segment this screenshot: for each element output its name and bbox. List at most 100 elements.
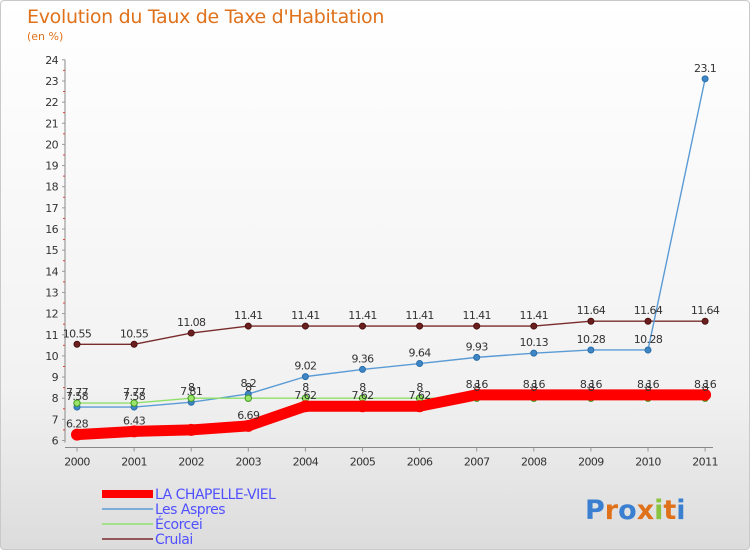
data-point bbox=[644, 346, 652, 354]
data-point bbox=[530, 322, 538, 330]
data-label: 8.2 bbox=[240, 377, 256, 390]
y-tick-label: 19 bbox=[45, 160, 58, 173]
data-label: 9.64 bbox=[409, 347, 432, 360]
y-tick-label: 17 bbox=[45, 202, 58, 215]
x-tick-label: 2003 bbox=[235, 456, 261, 469]
logo-text: Proxiti bbox=[585, 495, 686, 526]
data-label: 9.93 bbox=[466, 340, 489, 353]
y-tick-label: 10 bbox=[45, 350, 58, 363]
data-point bbox=[73, 399, 81, 407]
data-point bbox=[587, 317, 595, 325]
data-label: 11.64 bbox=[634, 304, 663, 317]
data-point bbox=[130, 399, 138, 407]
data-label: 7.77 bbox=[66, 386, 89, 399]
data-point bbox=[359, 322, 366, 330]
data-label: 8.16 bbox=[637, 378, 660, 391]
data-label: 7.81 bbox=[180, 385, 202, 398]
data-label: 8.16 bbox=[466, 378, 489, 391]
data-label: 11.41 bbox=[462, 309, 491, 322]
axes: 6 7 8 9 10 11 12 13 14 15 16 17 18 19 20 21 22 23 24 2000 20… bbox=[45, 54, 718, 469]
data-point bbox=[130, 340, 138, 348]
data-point bbox=[642, 388, 654, 401]
data-label: 8.16 bbox=[580, 378, 603, 391]
y-tick-label: 12 bbox=[45, 308, 58, 321]
y-tick-label: 9 bbox=[52, 371, 59, 384]
y-tick-label: 20 bbox=[45, 138, 58, 151]
data-label: 8 bbox=[416, 381, 423, 394]
data-point bbox=[416, 322, 424, 330]
data-label: 9.36 bbox=[351, 352, 374, 365]
data-point bbox=[244, 322, 252, 330]
data-label: 11.41 bbox=[348, 309, 377, 322]
data-point bbox=[584, 388, 597, 401]
y-tick-label: 11 bbox=[45, 329, 58, 342]
data-label: 8 bbox=[645, 381, 652, 394]
y-tick-label: 22 bbox=[45, 96, 58, 109]
data-point bbox=[644, 317, 652, 325]
data-label: 7.58 bbox=[123, 390, 146, 403]
legend-label: Écorcei bbox=[155, 516, 202, 533]
y-tick-label: 23 bbox=[45, 75, 58, 88]
data-point bbox=[587, 346, 595, 354]
y-axis-unit: (en %) bbox=[27, 30, 64, 43]
y-tick-label: 7 bbox=[52, 413, 59, 426]
y-tick-label: 15 bbox=[45, 244, 58, 257]
data-label: 7.62 bbox=[351, 389, 373, 402]
data-label: 8 bbox=[473, 381, 480, 394]
data-point bbox=[701, 75, 709, 83]
data-label: 7.62 bbox=[294, 389, 316, 402]
data-label: 11.08 bbox=[177, 316, 206, 329]
data-point bbox=[530, 349, 538, 357]
x-tick-label: 2007 bbox=[464, 456, 490, 469]
series-points bbox=[71, 75, 712, 441]
y-tick-label: 14 bbox=[45, 265, 58, 278]
data-label: 8 bbox=[531, 381, 538, 394]
x-tick-label: 2005 bbox=[350, 456, 376, 469]
data-point bbox=[73, 340, 81, 348]
y-tick-label: 24 bbox=[45, 54, 58, 67]
data-label: 11.41 bbox=[405, 309, 434, 322]
data-point bbox=[299, 400, 312, 413]
data-label: 11.64 bbox=[577, 304, 606, 317]
data-label: 7.62 bbox=[409, 389, 431, 402]
y-tick-label: 16 bbox=[45, 223, 58, 236]
chart-title: Evolution du Taux de Taxe d'Habitation bbox=[27, 6, 385, 28]
series-line-0 bbox=[71, 389, 711, 441]
data-label: 8 bbox=[188, 381, 195, 394]
x-tick-label: 2002 bbox=[178, 456, 204, 469]
data-point bbox=[244, 394, 253, 402]
data-label: 23.1 bbox=[694, 62, 716, 75]
x-tick-label: 2006 bbox=[407, 456, 433, 469]
data-label: 10.28 bbox=[634, 333, 663, 346]
proxiti-logo: Proxiti bbox=[585, 495, 686, 526]
x-tick-label: 2010 bbox=[635, 456, 661, 469]
data-point bbox=[416, 360, 424, 368]
data-label: 8 bbox=[702, 381, 709, 394]
data-point bbox=[301, 373, 309, 381]
x-tick-label: 2009 bbox=[578, 456, 604, 469]
data-label: 6.43 bbox=[123, 414, 146, 427]
data-label: 8 bbox=[588, 381, 595, 394]
y-tick-label: 13 bbox=[45, 286, 58, 299]
data-point bbox=[701, 317, 709, 325]
series-line-1 bbox=[76, 78, 706, 408]
data-point bbox=[473, 353, 481, 361]
data-point bbox=[527, 388, 540, 401]
data-point bbox=[359, 365, 366, 373]
y-tick-label: 21 bbox=[45, 117, 58, 130]
data-point bbox=[187, 329, 195, 337]
data-label: 8 bbox=[245, 381, 252, 394]
data-label: 8 bbox=[359, 381, 366, 394]
series-lines bbox=[71, 78, 711, 441]
data-point bbox=[470, 388, 483, 401]
y-tick-label: 6 bbox=[52, 435, 59, 448]
legend-label: Les Aspres bbox=[155, 502, 225, 518]
data-point bbox=[185, 423, 198, 436]
x-tick-label: 2011 bbox=[692, 456, 718, 469]
data-label: 7.58 bbox=[66, 390, 89, 403]
series-line-3 bbox=[76, 320, 706, 345]
x-tick-label: 2004 bbox=[293, 456, 319, 469]
